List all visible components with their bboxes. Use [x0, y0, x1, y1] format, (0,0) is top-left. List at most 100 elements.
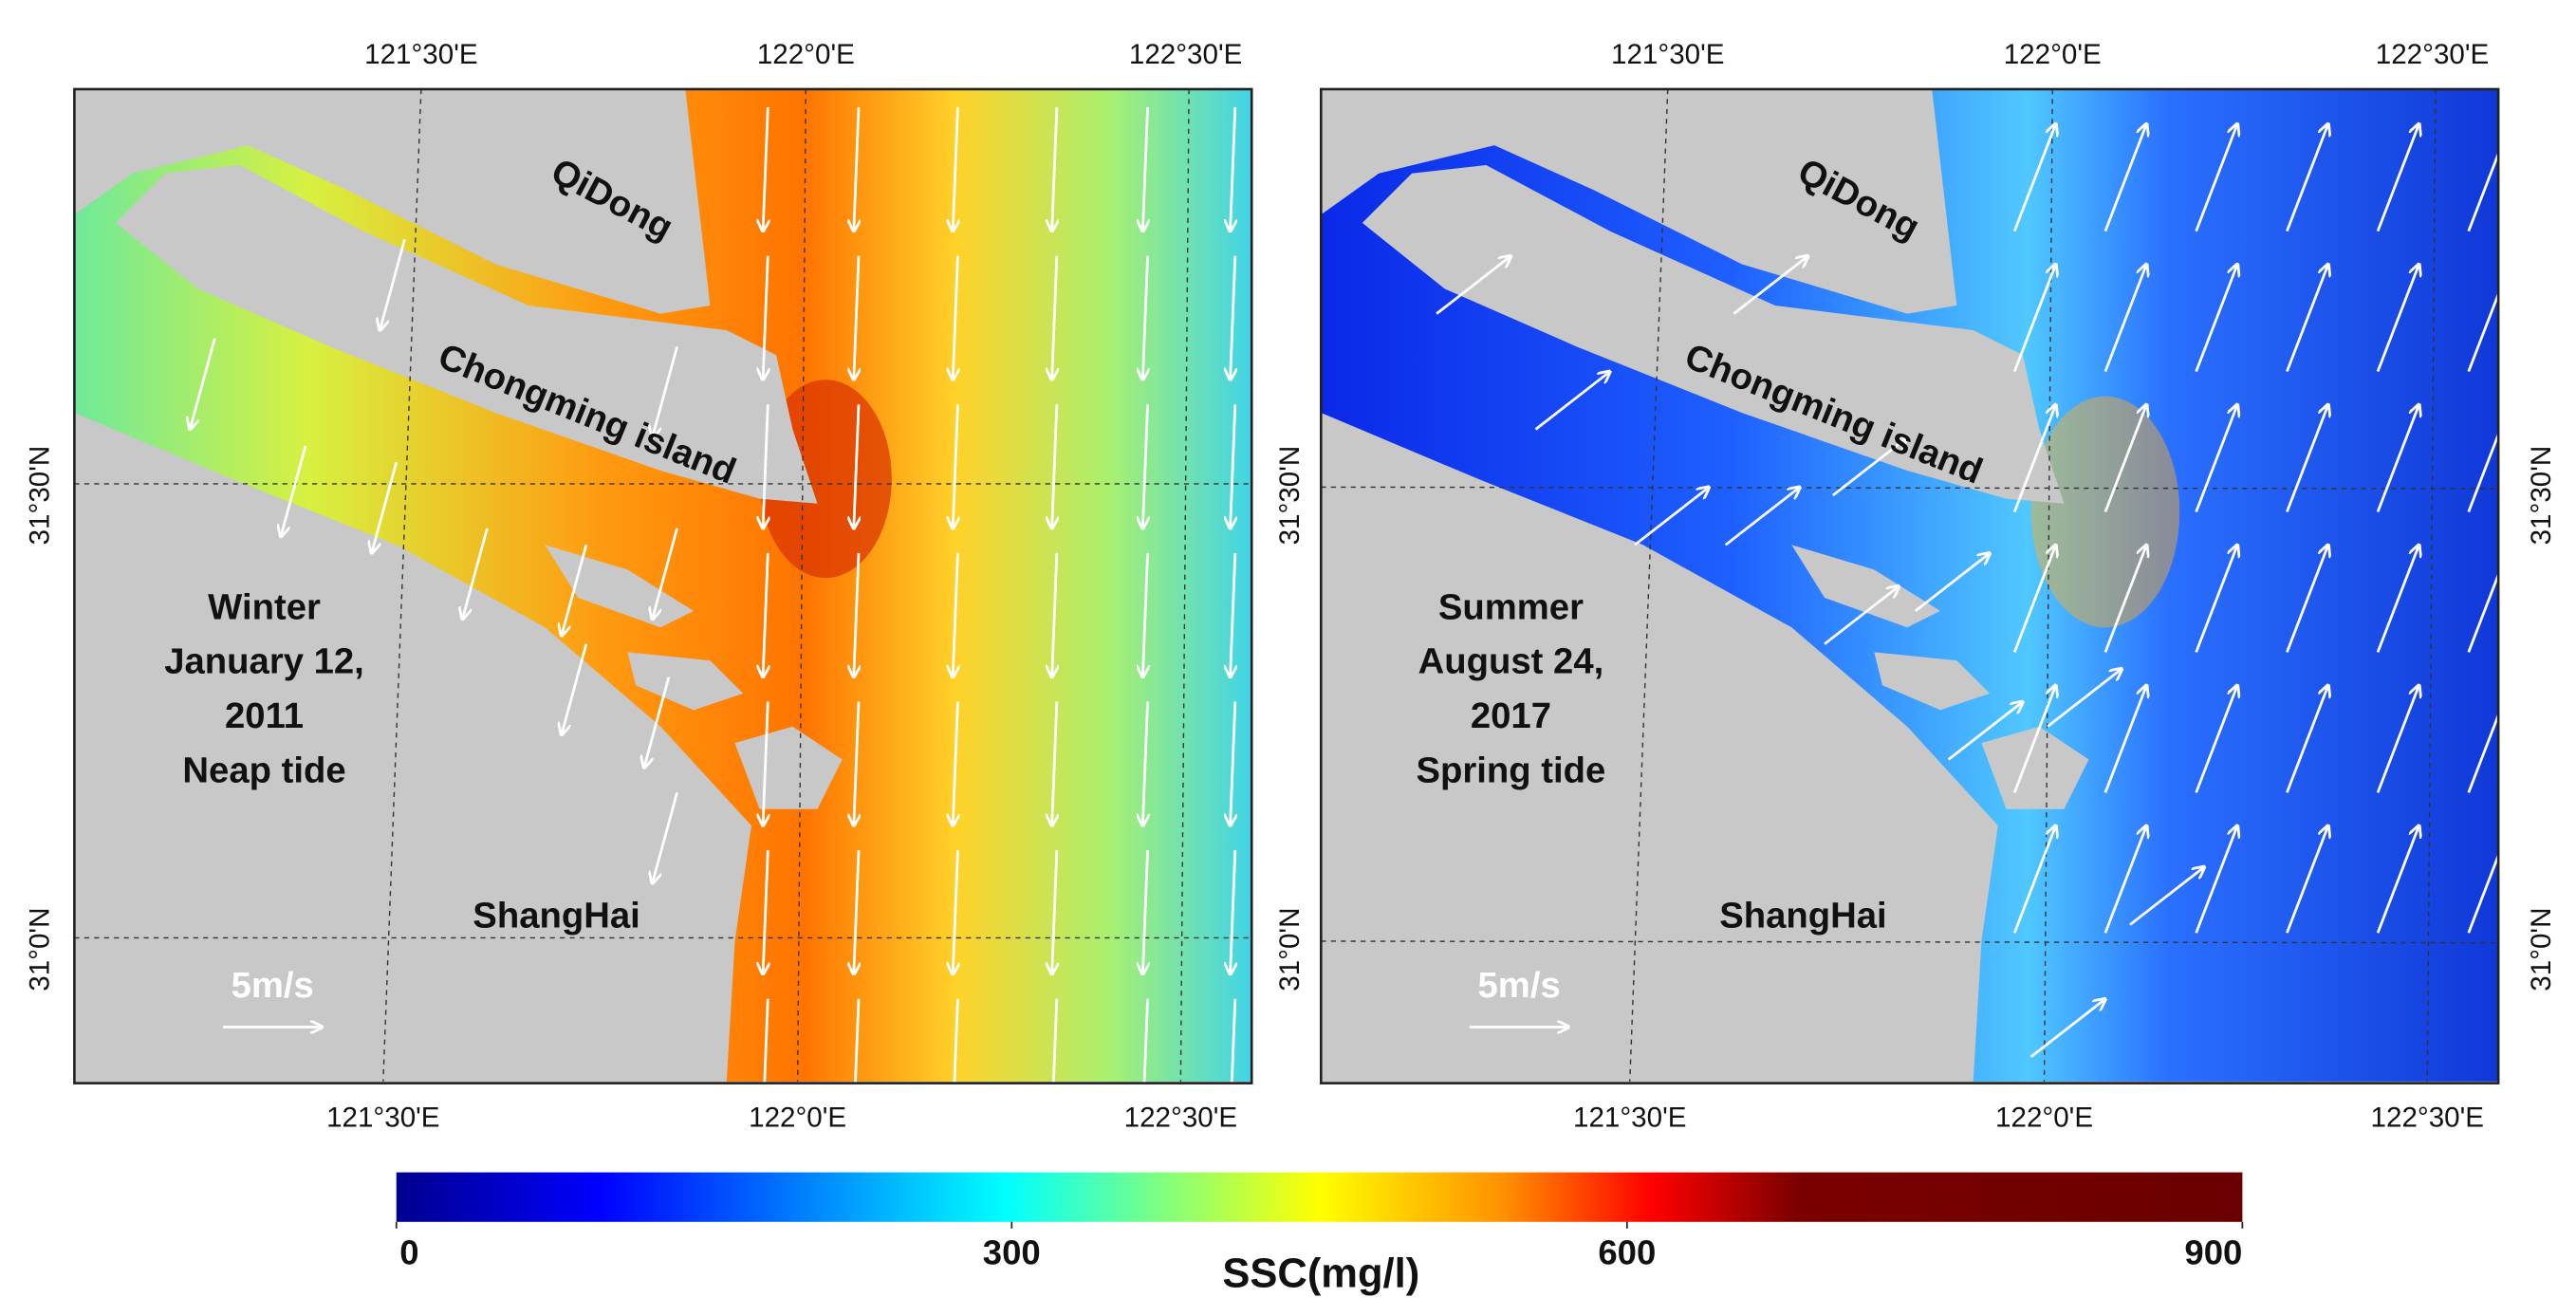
lon-label-top: 121°30'E: [1611, 39, 1724, 70]
current-arrow: [953, 998, 957, 1123]
current-arrow: [2103, 124, 2147, 232]
current-arrow: [1231, 107, 1235, 232]
current-arrow: [763, 998, 768, 1123]
colorbar-label: SSC(mg/l): [1222, 1251, 1419, 1297]
frame: [73, 87, 1253, 1084]
current-arrow: [1052, 552, 1057, 677]
current-arrow: [763, 404, 768, 528]
current-arrow: [854, 701, 859, 826]
current-arrow: [1914, 553, 1990, 613]
current-arrow: [1142, 255, 1147, 380]
graticule: [382, 88, 422, 1082]
lon-label-top: 121°30'E: [364, 39, 477, 70]
current-arrow: [562, 643, 588, 735]
graticule: [1321, 486, 2499, 490]
caption-line: Winter: [208, 586, 321, 627]
current-arrow: [190, 338, 216, 430]
lon-label-top: 122°30'E: [1129, 39, 1242, 70]
current-arrow: [2129, 867, 2204, 926]
current-arrow: [380, 238, 406, 330]
current-arrow: [2103, 404, 2147, 512]
current-arrow: [2376, 264, 2419, 373]
lon-label-bottom: 122°0'E: [1995, 1103, 2093, 1134]
current-arrow: [1142, 404, 1147, 528]
graticule: [1179, 88, 1190, 1082]
current-arrow: [1052, 998, 1057, 1123]
current-arrow: [2103, 685, 2147, 793]
current-arrow: [2047, 669, 2122, 728]
colorbar-tick-label: 0: [399, 1233, 418, 1271]
current-arrow: [2286, 825, 2328, 934]
current-arrow: [2286, 685, 2328, 793]
current-arrow: [854, 107, 859, 232]
lon-label-top: 122°30'E: [2376, 39, 2489, 70]
caption-line: 2017: [1471, 695, 1551, 736]
current-arrow: [2195, 124, 2238, 232]
island: [1362, 165, 2065, 504]
current-arrow: [2195, 545, 2238, 653]
current-arrow: [2195, 685, 2238, 793]
current-arrow: [1142, 850, 1147, 974]
current-arrow: [1231, 255, 1235, 380]
current-arrow: [1052, 404, 1057, 528]
current-arrow: [2467, 685, 2511, 793]
caption-line: 2011: [225, 695, 304, 736]
current-arrow: [1947, 702, 2023, 761]
lat-label: 31°0'N: [1274, 908, 1306, 992]
current-arrow: [953, 552, 957, 677]
current-arrow: [763, 850, 768, 974]
current-arrow: [652, 528, 678, 620]
place-label: ShangHai: [1719, 896, 1886, 936]
lon-label-bottom: 122°0'E: [749, 1103, 846, 1134]
current-arrow: [854, 255, 859, 380]
lon-label-top: 122°0'E: [2004, 39, 2102, 70]
graticule: [796, 88, 807, 1082]
lon-label-bottom: 122°30'E: [2371, 1103, 2484, 1134]
current-arrow: [644, 677, 671, 769]
current-arrow: [2376, 124, 2419, 232]
lon-label-bottom: 121°30'E: [326, 1103, 439, 1134]
islet: [627, 652, 744, 711]
current-arrow: [2286, 545, 2328, 653]
graticule: [2043, 88, 2053, 1082]
colorbar-tick-label: 300: [983, 1233, 1041, 1271]
current-arrow: [2012, 124, 2056, 232]
current-arrow: [372, 461, 398, 553]
current-arrow: [2467, 825, 2511, 934]
colorbar: [396, 1172, 2243, 1222]
current-arrow: [854, 850, 859, 974]
caption-line: August 24,: [1418, 641, 1604, 682]
current-arrow: [1231, 552, 1235, 677]
current-arrow: [953, 255, 957, 380]
current-arrow: [462, 528, 489, 620]
current-arrow: [953, 701, 957, 826]
current-arrow: [2103, 264, 2147, 373]
current-arrow: [1534, 372, 1610, 431]
current-arrow: [1231, 850, 1235, 974]
lon-label-top: 122°0'E: [757, 39, 855, 70]
current-arrow: [2286, 264, 2328, 373]
current-arrow: [763, 701, 768, 826]
current-arrow: [2029, 999, 2105, 1058]
map-panel: 121°30'E 122°0'E 122°30'E 121°30'E 122°0'E 12…: [24, 39, 1305, 1134]
current-arrow: [2467, 124, 2511, 232]
lon-label-bottom: 121°30'E: [1573, 1103, 1686, 1134]
current-arrow: [281, 445, 307, 537]
current-arrow: [953, 404, 957, 528]
current-arrow: [2286, 404, 2328, 512]
current-arrow: [953, 107, 957, 232]
lat-label: 31°0'N: [24, 908, 55, 992]
frame: [1320, 87, 2500, 1084]
current-arrow: [2467, 404, 2511, 512]
current-arrow: [1142, 107, 1147, 232]
current-arrow: [1142, 552, 1147, 677]
current-arrow: [763, 552, 768, 677]
colorbar-tick-label: 600: [1598, 1233, 1656, 1271]
current-arrow: [1724, 487, 1800, 547]
current-arrow: [1052, 701, 1057, 826]
current-arrow: [2195, 264, 2238, 373]
island: [115, 165, 818, 504]
current-arrow: [2012, 264, 2056, 373]
lat-label: 31°30'N: [24, 446, 55, 546]
